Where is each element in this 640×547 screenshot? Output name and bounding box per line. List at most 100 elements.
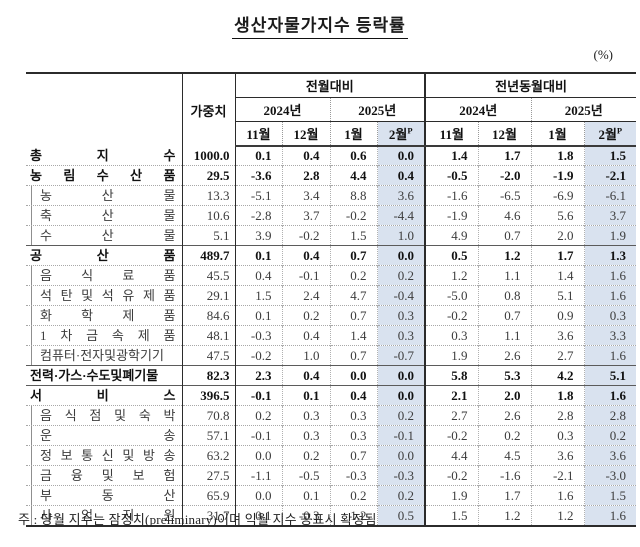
mom-dec-value: 0.4 [281,365,330,386]
row-label: 화 학 제 품 [31,306,182,325]
mom-nov-value: -0.1 [234,385,282,406]
table-row: 석 탄 및 석 유 제 품 29.1 1.5 2.4 4.7 -0.4 -5.0… [26,285,637,306]
unit-label: (%) [593,47,614,62]
mom-jan-value: -0.2 [329,205,377,226]
mom-feb-value: 1.0 [376,225,426,246]
row-label: 수 산 물 [31,226,182,245]
yoy-jan-value: 1.7 [530,245,585,266]
mom-nov-value: -0.3 [234,325,282,346]
yoy-jan-value: 1.4 [530,265,585,286]
mom-nov-value: -2.8 [234,205,282,226]
mom-feb-value: 0.4 [376,165,426,186]
yoy-jan-value: -6.9 [530,185,585,206]
mom-nov-value: -0.1 [234,425,282,446]
mom-feb-value: 0.3 [376,325,426,346]
yoy-month-dec-header: 12월 [477,121,532,147]
table-header: 가중치 전월대비 전년동월대비 2024년 2025년 2024년 2025년 … [26,73,637,147]
mom-feb-value: 0.0 [376,146,426,166]
yoy-nov-value: -0.5 [424,165,479,186]
yoy-feb-value: 0.2 [583,425,637,446]
yoy-dec-value: 4.5 [477,445,532,466]
yoy-dec-value: 0.8 [477,285,532,306]
row-label: 농 산 물 [31,186,182,205]
yoy-feb-value: 1.6 [583,505,637,526]
yoy-feb-value: 3.6 [583,445,637,466]
row-weight: 84.6 [181,305,236,326]
mom-jan-value: 1.2 [329,505,377,526]
mom-nov-value: -0.2 [234,345,282,366]
yoy-jan-value: 1.8 [530,385,585,406]
row-label: 서 비 스 [30,388,176,403]
mom-jan-value: 0.3 [329,405,377,426]
yoy-nov-value: 4.4 [424,445,479,466]
row-label-cell: 정 보 통 신 및 방 송 [26,445,182,466]
row-weight: 27.5 [181,465,236,486]
row-label: 운 송 [31,426,182,445]
yoy-dec-value: -6.5 [477,185,532,206]
row-weight: 1000.0 [181,146,236,166]
mom-dec-value: -0.2 [281,225,330,246]
mom-month-jan-header: 1월 [329,121,377,147]
mom-dec-value: 0.1 [281,485,330,506]
row-label: 전력·가스·수도및폐기물 [30,368,159,383]
mom-dec-value: 2.4 [281,285,330,306]
table-row: 부 동 산 65.9 0.0 0.1 0.2 0.2 1.9 1.7 1.6 1… [26,485,637,506]
row-label-cell: 서 비 스 [26,385,182,406]
mom-jan-value: 0.6 [329,146,377,166]
mom-dec-value: 0.3 [281,425,330,446]
yoy-nov-value: -1.9 [424,205,479,226]
mom-nov-value: 1.5 [234,285,282,306]
table-row: 사 업 지 원 31.7 0.1 -0.3 1.2 0.5 1.5 1.2 1.… [26,505,637,526]
table-row: 전력·가스·수도및폐기물 82.3 2.3 0.4 0.0 0.0 5.8 5.… [26,365,637,386]
mom-year-2025-header: 2025년 [329,97,426,122]
mom-feb-value: 0.5 [376,505,426,526]
weight-column-header: 가중치 [181,73,236,146]
mom-dec-value: 0.2 [281,445,330,466]
mom-feb-value: -0.1 [376,425,426,446]
row-label: 공 산 품 [30,248,176,263]
yoy-jan-value: 0.3 [530,425,585,446]
yoy-feb-value: 2.8 [583,405,637,426]
yoy-dec-value: 1.2 [477,245,532,266]
table-row: 음 식 점 및 숙 박 70.8 0.2 0.3 0.3 0.2 2.7 2.6… [26,405,637,426]
yoy-section-header: 전년동월대비 [424,73,637,98]
mom-dec-value: 3.4 [281,185,330,206]
yoy-nov-value: 1.9 [424,345,479,366]
yoy-dec-value: 1.7 [477,485,532,506]
yoy-year-2024-header: 2024년 [424,97,532,122]
row-label-cell: 석 탄 및 석 유 제 품 [26,285,182,306]
yoy-dec-value: 2.0 [477,385,532,406]
table-row: 수 산 물 5.1 3.9 -0.2 1.5 1.0 4.9 0.7 2.0 1… [26,225,637,246]
row-weight: 489.7 [181,245,236,266]
table-row: 공 산 품 489.7 0.1 0.4 0.7 0.0 0.5 1.2 1.7 … [26,245,637,266]
mom-dec-value: 2.8 [281,165,330,186]
yoy-dec-value: 1.7 [477,146,532,166]
table-row: 운 송 57.1 -0.1 0.3 0.3 -0.1 -0.2 0.2 0.3 … [26,425,637,446]
yoy-nov-value: 1.5 [424,505,479,526]
yoy-feb-value: 1.6 [583,285,637,306]
yoy-dec-value: -2.0 [477,165,532,186]
mom-feb-value: 0.0 [376,365,426,386]
mom-nov-value: 0.1 [234,245,282,266]
row-label-cell: 화 학 제 품 [26,305,182,326]
yoy-jan-value: 2.8 [530,405,585,426]
mom-nov-value: 0.0 [234,485,282,506]
mom-nov-value: 2.3 [234,365,282,386]
yoy-nov-value: 1.4 [424,146,479,166]
yoy-dec-value: -1.6 [477,465,532,486]
mom-dec-value: 0.1 [281,385,330,406]
yoy-jan-value: 5.6 [530,205,585,226]
mom-jan-value: 0.7 [329,345,377,366]
row-label: 농 림 수 산 품 [30,168,176,183]
mom-jan-value: 0.2 [329,485,377,506]
mom-feb-value: -4.4 [376,205,426,226]
row-weight: 82.3 [181,365,236,386]
table-row: 농 림 수 산 품 29.5 -3.6 2.8 4.4 0.4 -0.5 -2.… [26,165,637,186]
row-weight: 10.6 [181,205,236,226]
item-column-header [26,73,182,146]
row-label: 사 업 지 원 [31,506,182,525]
yoy-dec-value: 2.6 [477,345,532,366]
yoy-feb-value: -6.1 [583,185,637,206]
table-row: 금 융 및 보 험 27.5 -1.1 -0.5 -0.3 -0.3 -0.2 … [26,465,637,486]
row-weight: 57.1 [181,425,236,446]
